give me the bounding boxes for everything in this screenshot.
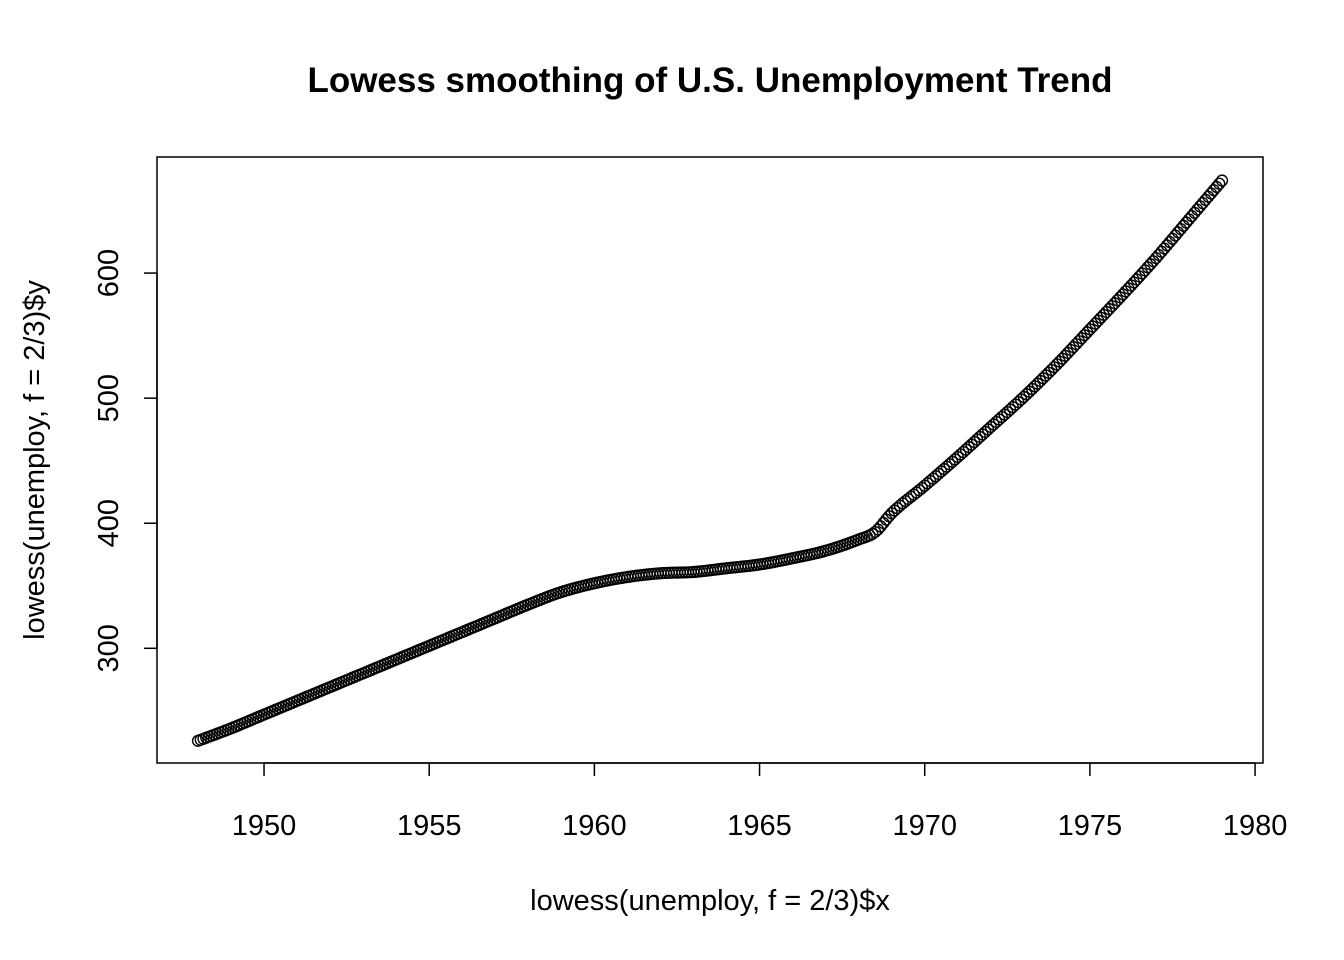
data-point: [1215, 174, 1229, 187]
data-point: [1171, 226, 1185, 239]
data-point: [1202, 190, 1215, 203]
y-tick-label: 600: [93, 249, 125, 297]
x-tick-label: 1950: [232, 810, 297, 842]
data-point: [1193, 200, 1207, 213]
data-point: [1177, 219, 1190, 232]
data-point: [1188, 206, 1201, 219]
data-point: [1160, 239, 1174, 252]
x-tick-label: 1970: [892, 810, 957, 842]
data-point: [1180, 216, 1193, 229]
y-axis-label: lowess(unemploy, f = 2/3)$y: [19, 280, 51, 640]
chart-title: Lowess smoothing of U.S. Unemployment Tr…: [307, 61, 1112, 100]
x-tick-label: 1975: [1058, 810, 1123, 842]
data-point: [1174, 222, 1187, 236]
y-tick-label: 400: [93, 499, 125, 547]
x-tick-label: 1980: [1223, 810, 1288, 842]
data-point: [1210, 180, 1223, 194]
data-point: [1204, 187, 1218, 200]
data-point: [877, 516, 890, 530]
data-point: [1191, 203, 1204, 216]
data-point: [1169, 229, 1182, 242]
y-tick-label: 500: [93, 374, 125, 422]
x-axis: 1950 1955 1960 1965 1970 1975 1980: [232, 762, 1288, 842]
data-point: [1213, 177, 1226, 190]
data-point: [1182, 213, 1196, 226]
data-point: [1166, 232, 1179, 245]
x-tick-label: 1960: [562, 810, 627, 842]
data-point: [1163, 235, 1176, 249]
y-tick-label: 300: [93, 624, 125, 672]
data-point: [1199, 193, 1212, 207]
data-point: [1207, 184, 1220, 197]
y-axis: 300 400 500 600: [93, 249, 158, 672]
data-point: [1196, 197, 1209, 210]
x-tick-label: 1965: [727, 810, 792, 842]
plot-frame: [156, 156, 1264, 764]
data-points: [191, 174, 1229, 747]
data-point: [1185, 209, 1198, 223]
x-tick-label: 1955: [397, 810, 462, 842]
x-axis-label: lowess(unemploy, f = 2/3)$x: [530, 885, 890, 917]
